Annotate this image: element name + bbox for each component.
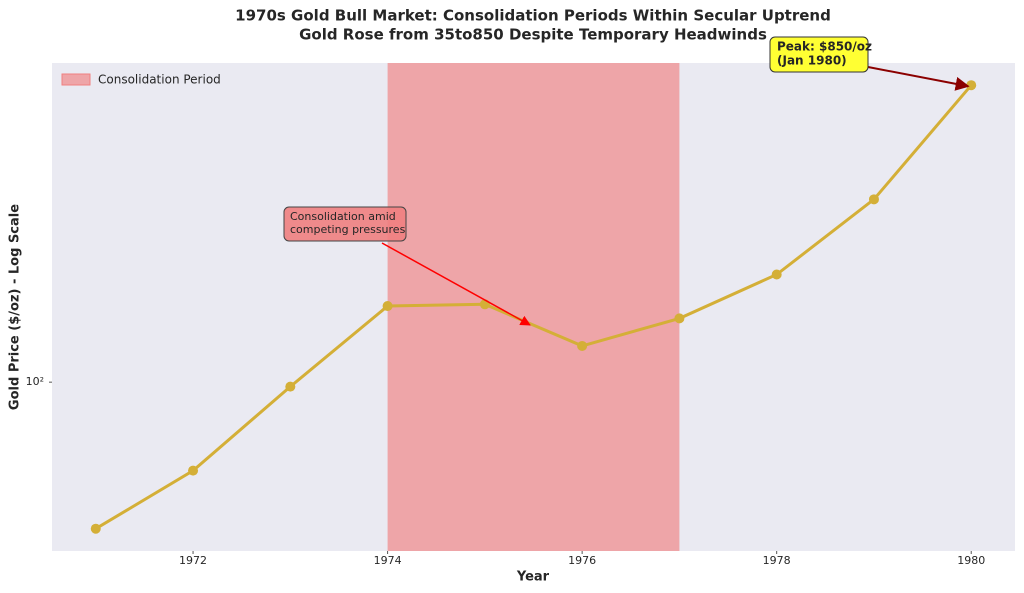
x-tick-label: 1976: [568, 554, 596, 567]
annotation-arrow: [381, 242, 531, 326]
x-tick-label: 1980: [957, 554, 985, 567]
legend-swatch: [61, 73, 91, 86]
point: [577, 340, 588, 351]
point: [771, 269, 782, 280]
annotation-text: competing pressures: [290, 223, 406, 236]
chart-subtitle: Gold Rose from 35to850 Despite Temporary…: [299, 26, 767, 44]
annotation-text: Peak: $850/oz: [777, 40, 872, 54]
line: [95, 84, 973, 530]
x-axis-label: Year: [516, 570, 550, 585]
point: [674, 313, 685, 324]
annotation-arrow: [867, 66, 970, 91]
point: [382, 301, 393, 312]
y-tick-label: 10²: [26, 375, 44, 388]
annotation-box: [769, 36, 869, 73]
point: [868, 194, 879, 205]
x-tick-label: 1978: [763, 554, 791, 567]
point: [188, 465, 199, 476]
legend-label: Consolidation Period: [98, 73, 221, 87]
point: [90, 523, 101, 534]
annotation-box: [283, 206, 407, 242]
annotation-text: Consolidation amid: [290, 210, 396, 223]
y-axis-label: Gold Price ($/oz) - Log Scale: [8, 204, 23, 410]
x-tick-label: 1974: [374, 554, 402, 567]
annotation-text: (Jan 1980): [777, 54, 847, 68]
point: [285, 381, 296, 392]
shaded-span: [387, 63, 680, 551]
chart-title: 1970s Gold Bull Market: Consolidation Pe…: [235, 7, 831, 25]
x-tick-label: 1972: [179, 554, 207, 567]
